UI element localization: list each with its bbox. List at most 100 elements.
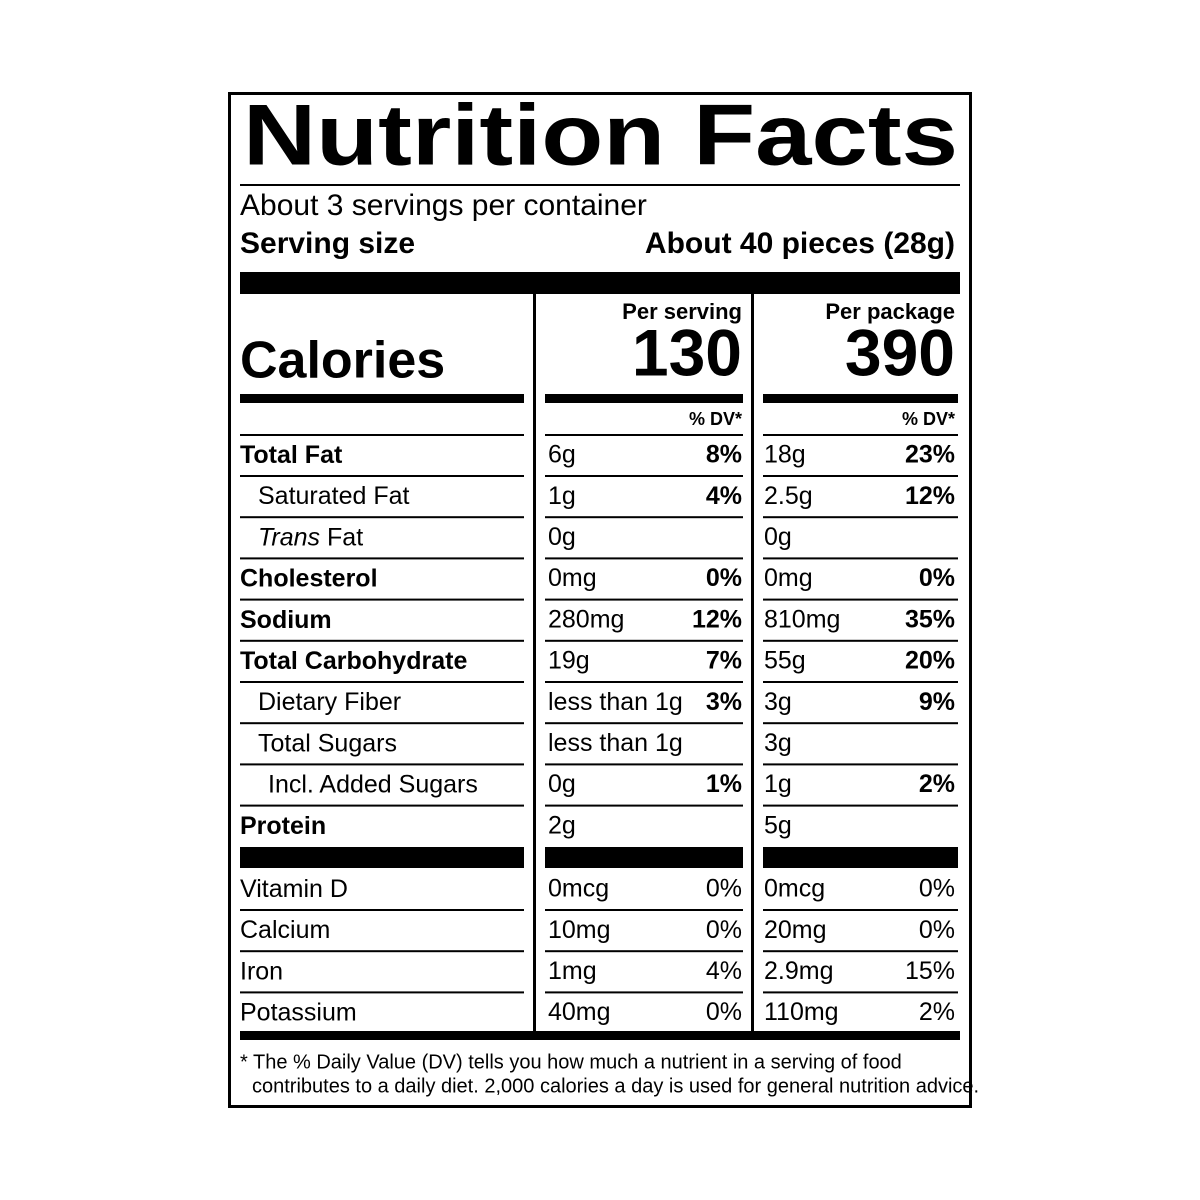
- package-amount: 55g: [764, 647, 806, 675]
- nutrient-name-text: Total Fat: [240, 441, 343, 469]
- rule: [545, 434, 743, 436]
- rule: [545, 763, 743, 766]
- rule: [763, 475, 958, 477]
- serving-amount: 1mg: [548, 957, 597, 985]
- serving-size-value: About 40 pieces (28g): [645, 227, 955, 260]
- package-amount: 5g: [764, 811, 792, 839]
- package-amount: 0mcg: [764, 875, 825, 903]
- serving-amount: 10mg: [548, 916, 611, 944]
- rule: [240, 184, 960, 186]
- rule: [545, 681, 743, 683]
- package-amount: 2.9mg: [764, 957, 833, 985]
- rule: [545, 991, 743, 994]
- per-serving-heading: Per serving: [622, 299, 742, 324]
- package-dv: 15%: [905, 957, 955, 985]
- rule: [240, 516, 524, 519]
- rule: [240, 475, 524, 477]
- package-dv: 20%: [905, 647, 955, 675]
- serving-dv: 0%: [706, 998, 742, 1026]
- serving-dv: 3%: [706, 688, 742, 716]
- rule: [240, 991, 524, 994]
- rule: [240, 1031, 960, 1040]
- footnote: contributes to a daily diet. 2,000 calor…: [252, 1075, 979, 1097]
- rule: [240, 639, 524, 642]
- nutrient-name: Total Fat: [240, 441, 343, 469]
- package-dv: 2%: [919, 998, 955, 1026]
- calories-label: Calories: [240, 332, 445, 390]
- nutrient-name: Sodium: [240, 605, 332, 633]
- nutrient-name-text: Cholesterol: [240, 564, 378, 592]
- serving-dv: 4%: [706, 957, 742, 985]
- rule: [545, 909, 743, 911]
- nutrient-name: Potassium: [240, 998, 357, 1026]
- rule: [763, 681, 958, 683]
- serving-dv: 0%: [706, 875, 742, 903]
- package-dv: 0%: [919, 875, 955, 903]
- rule: [763, 722, 958, 725]
- nutrient-name-text: Protein: [240, 811, 326, 839]
- serving-dv: 0%: [706, 564, 742, 592]
- rule: [240, 598, 524, 601]
- rule: [545, 639, 743, 642]
- serving-amount: 0mg: [548, 564, 597, 592]
- package-amount: 0mg: [764, 564, 813, 592]
- serving-amount: 19g: [548, 647, 590, 675]
- nutrient-name-text: Potassium: [240, 998, 357, 1026]
- dv-heading: % DV*: [689, 409, 742, 429]
- package-amount: 110mg: [764, 998, 839, 1026]
- rule: [240, 394, 524, 403]
- nutrient-name-space: [320, 523, 327, 551]
- rule: [545, 557, 743, 560]
- serving-amount: 0g: [548, 770, 576, 798]
- nutrient-name: Trans Fat: [258, 523, 363, 551]
- rule: [533, 294, 536, 1032]
- rule: [240, 950, 524, 953]
- rule: [763, 991, 958, 994]
- serving-amount: 0g: [548, 523, 576, 551]
- package-dv: 2%: [919, 770, 955, 798]
- label-border: [228, 92, 972, 1108]
- serving-amount: 2g: [548, 811, 576, 839]
- package-amount: 3g: [764, 729, 792, 757]
- rule: [545, 598, 743, 601]
- nutrient-name-text: Calcium: [240, 916, 330, 944]
- serving-size-label: Serving size: [240, 227, 415, 260]
- rule: [763, 598, 958, 601]
- per-serving-calories: 130: [632, 315, 742, 389]
- rule: [763, 557, 958, 560]
- rule: [763, 394, 958, 403]
- serving-amount: 6g: [548, 441, 576, 469]
- rule: [545, 475, 743, 477]
- package-amount: 3g: [764, 688, 792, 716]
- package-amount: 20mg: [764, 916, 827, 944]
- nutrient-name-text: Total Carbohydrate: [240, 647, 467, 675]
- nutrient-name-text: Dietary Fiber: [258, 688, 401, 716]
- rule: [240, 681, 524, 683]
- rule: [763, 516, 958, 519]
- per-package-heading: Per package: [825, 299, 955, 324]
- nutrient-name-text: Iron: [240, 957, 283, 985]
- nutrient-name-text: Vitamin D: [240, 875, 348, 903]
- nutrient-name-italic: Trans: [258, 523, 320, 551]
- rule: [545, 804, 743, 807]
- serving-amount: 0mcg: [548, 875, 609, 903]
- serving-amount: 1g: [548, 482, 576, 510]
- nutrient-name: Vitamin D: [240, 875, 348, 903]
- nutrient-name-text: Total Sugars: [258, 729, 397, 757]
- package-amount: 18g: [764, 441, 806, 469]
- rule: [240, 804, 524, 807]
- rule: [763, 804, 958, 807]
- nutrient-name: Cholesterol: [240, 564, 378, 592]
- package-dv: 12%: [905, 482, 955, 510]
- nutrient-name-text: Saturated Fat: [258, 482, 410, 510]
- rule: [240, 847, 524, 868]
- servings: About 3 servings per container: [240, 189, 647, 222]
- rule: [545, 516, 743, 519]
- title: Nutrition Facts: [243, 88, 958, 184]
- package-amount: 2.5g: [764, 482, 813, 510]
- rule: [763, 639, 958, 642]
- rule: [240, 557, 524, 560]
- nutrient-name: Calcium: [240, 916, 330, 944]
- serving-amount: 40mg: [548, 998, 611, 1026]
